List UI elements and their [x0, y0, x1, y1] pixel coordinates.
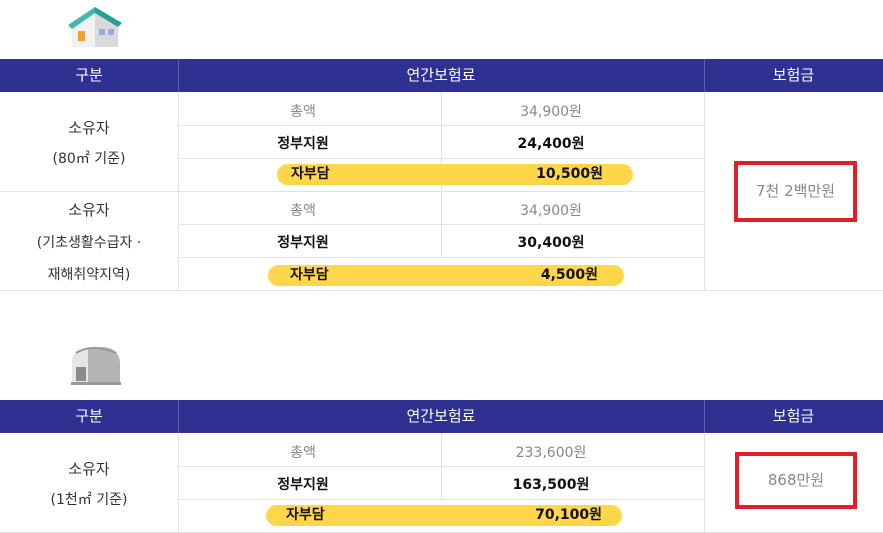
gov-support-label: 정부지원: [277, 477, 329, 493]
total-value: 34,900원: [520, 203, 582, 219]
self-pay-label: 자부담: [286, 507, 325, 523]
self-pay-label: 자부담: [290, 267, 329, 283]
gov-support-value: 24,400원: [517, 136, 585, 152]
self-pay-label: 자부담: [291, 166, 330, 182]
premium-table-1: 구분 연간보험료 보험금 소유자 (80㎡ 기준) 총액 34,900원 정부지…: [0, 59, 883, 291]
header-premium: 연간보험료: [406, 407, 476, 425]
table-header: 구분 연간보험료 보험금: [0, 400, 883, 433]
header-category: 구분: [75, 407, 103, 425]
gov-support-label: 정부지원: [277, 136, 329, 152]
total-label: 총액: [290, 203, 316, 219]
owner-basis: (기초생활수급자 ·: [36, 235, 142, 251]
self-pay-value: 4,500원: [540, 267, 598, 283]
premium-table-2: 구분 연간보험료 보험금 소유자 (1천㎡ 기준) 총액 233,600원 정부…: [0, 400, 883, 533]
header-category: 구분: [75, 66, 103, 84]
owner-basis: (1천㎡ 기준): [50, 492, 128, 508]
house-icon: [68, 3, 122, 51]
gov-support-value: 163,500원: [512, 477, 590, 493]
gov-support-label: 정부지원: [277, 235, 329, 251]
total-value: 233,600원: [515, 445, 587, 461]
warehouse-icon: [68, 343, 124, 387]
header-coverage: 보험금: [772, 407, 815, 425]
coverage-highlight: 7천 2백만원: [734, 161, 857, 222]
table-header: 구분 연간보험료 보험금: [0, 59, 883, 92]
total-value: 34,900원: [520, 104, 582, 120]
self-pay-row: 자부담 10,500원: [277, 164, 633, 185]
header-coverage: 보험금: [772, 66, 815, 84]
self-pay-value: 70,100원: [535, 507, 602, 523]
self-pay-row: 자부담 70,100원: [266, 505, 622, 526]
self-pay-value: 10,500원: [536, 166, 603, 182]
gov-support-value: 30,400원: [517, 235, 585, 251]
self-pay-row: 자부담 4,500원: [268, 265, 624, 286]
owner-basis: (80㎡ 기준): [52, 151, 126, 167]
coverage-value: 7천 2백만원: [755, 182, 836, 200]
coverage-highlight: 868만원: [735, 452, 857, 509]
total-label: 총액: [290, 104, 316, 120]
owner-label: 소유자: [68, 460, 110, 478]
owner-label: 소유자: [68, 119, 110, 137]
coverage-value: 868만원: [767, 471, 825, 489]
header-premium: 연간보험료: [406, 66, 476, 84]
owner-label: 소유자: [68, 201, 110, 219]
owner-basis-cont: 재해취약지역): [47, 267, 131, 283]
total-label: 총액: [290, 445, 316, 461]
